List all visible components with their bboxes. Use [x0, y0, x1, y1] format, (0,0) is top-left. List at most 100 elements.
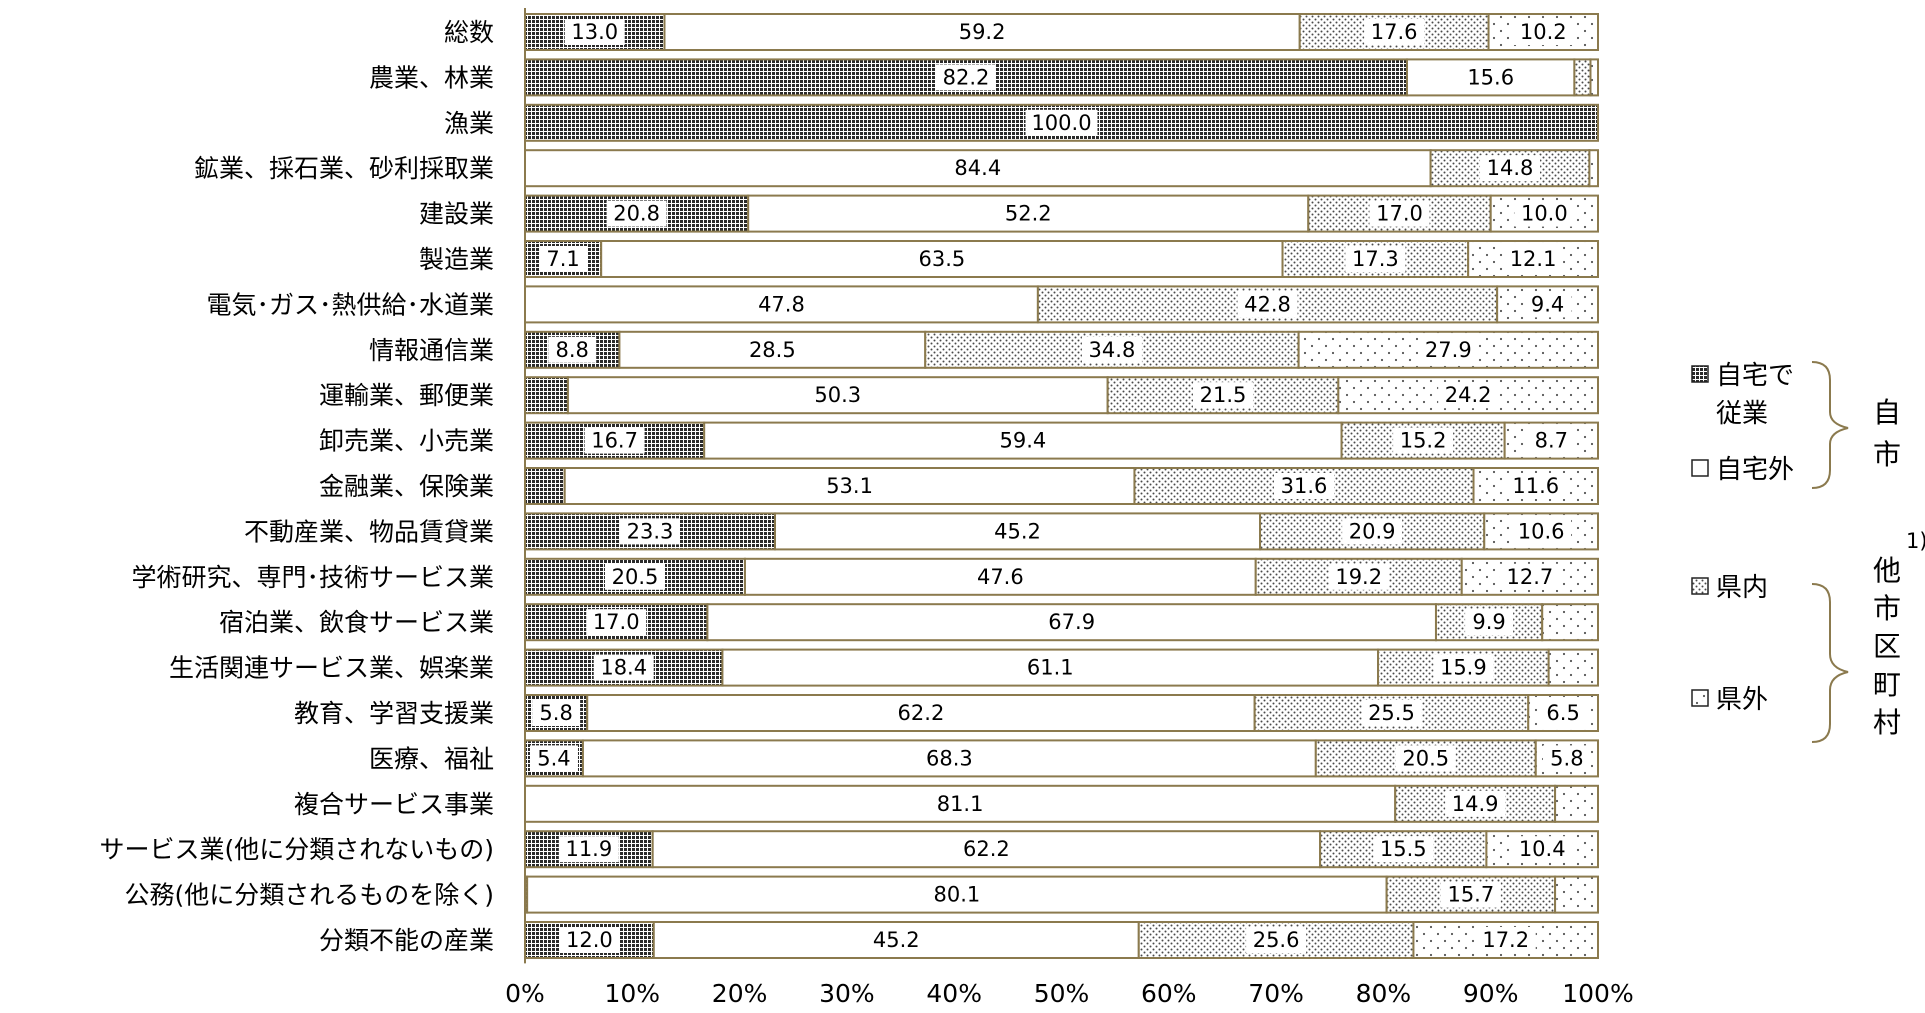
- data-label: 10.6: [1518, 519, 1565, 543]
- data-label: 47.8: [758, 292, 805, 316]
- data-label: 8.7: [1535, 429, 1568, 453]
- data-label-background: [1020, 654, 1081, 681]
- data-label: 20.8: [613, 202, 660, 226]
- data-label-background: [1539, 700, 1588, 726]
- data-label: 50.3: [814, 383, 861, 407]
- data-label: 34.8: [1089, 338, 1136, 362]
- data-label-background: [593, 654, 654, 681]
- data-label-background: [1438, 382, 1499, 409]
- data-label-background: [807, 382, 868, 409]
- data-label-background: [1465, 609, 1514, 636]
- data-label-background: [1364, 19, 1425, 45]
- legend-swatch: [1691, 577, 1709, 595]
- data-label-background: [1480, 155, 1541, 182]
- bars: 13.0 59.2 17.6 10.2 82.2 15.6 100.0 84.4 14.8 20.…: [524, 13, 1600, 959]
- data-label: 68.3: [926, 746, 973, 770]
- bar-segment: [1588, 149, 1600, 188]
- bar-segment: [1589, 58, 1600, 97]
- x-tick-label: 80%: [1356, 979, 1412, 1008]
- category-label: 分類不能の産業: [319, 926, 494, 955]
- data-label-background: [751, 291, 812, 318]
- bar-segment: [1573, 58, 1592, 97]
- x-tick-label: 50%: [1034, 979, 1090, 1008]
- x-tick-label: 40%: [926, 979, 982, 1008]
- category-label: 公務(他に分類されるものを除く): [124, 881, 494, 910]
- x-tick-label: 0%: [505, 979, 545, 1008]
- category-label: 医療、福祉: [369, 744, 494, 773]
- data-label: 5.8: [539, 701, 572, 725]
- bar-segment: [1554, 784, 1599, 823]
- data-label: 53.1: [826, 474, 873, 498]
- data-label: 59.2: [959, 20, 1006, 44]
- data-label-background: [742, 336, 803, 363]
- data-label-background: [1342, 518, 1403, 545]
- category-label: 漁業: [444, 109, 494, 138]
- data-label-background: [1523, 291, 1572, 318]
- data-label: 9.4: [1531, 292, 1564, 316]
- data-label: 8.8: [556, 338, 589, 362]
- data-label-background: [970, 563, 1031, 590]
- data-label-background: [1081, 336, 1142, 363]
- category-label: 教育、学習支援業: [294, 699, 494, 728]
- data-label-background: [956, 836, 1017, 863]
- x-tick-label: 70%: [1248, 979, 1304, 1008]
- category-label: 建設業: [419, 200, 494, 229]
- data-label-background: [532, 700, 581, 726]
- data-label: 80.1: [933, 883, 980, 907]
- legend-group-label: 区: [1873, 630, 1901, 663]
- data-label: 5.8: [1550, 746, 1583, 770]
- x-axis: 0% 10% 20% 30% 40% 50% 60% 70% 80% 90% 100%: [505, 8, 1634, 1008]
- data-label-background: [564, 19, 625, 45]
- data-label: 20.9: [1349, 519, 1396, 543]
- legend-bracket: [1811, 583, 1849, 743]
- category-label: 農業、林業: [369, 63, 494, 92]
- data-label: 10.2: [1520, 20, 1567, 44]
- data-label-background: [1369, 200, 1430, 227]
- legend-label: 従業: [1716, 399, 1768, 429]
- data-label: 10.0: [1521, 202, 1568, 226]
- data-label-background: [919, 745, 980, 772]
- data-label-background: [1433, 654, 1494, 681]
- data-label-background: [1513, 19, 1574, 45]
- category-label: 情報通信業: [369, 336, 494, 365]
- data-label: 28.5: [749, 338, 796, 362]
- data-label: 7.1: [546, 247, 579, 271]
- data-label: 10.4: [1519, 837, 1566, 861]
- data-label: 20.5: [1402, 746, 1449, 770]
- data-label: 17.2: [1482, 928, 1529, 952]
- data-label: 18.4: [600, 656, 647, 680]
- legend-label: 自宅外: [1716, 455, 1794, 485]
- data-label: 67.9: [1048, 610, 1095, 634]
- data-label: 52.2: [1005, 202, 1052, 226]
- data-label: 15.5: [1380, 837, 1427, 861]
- data-label: 17.3: [1352, 247, 1399, 271]
- data-label-background: [1445, 790, 1506, 817]
- x-tick-label: 10%: [605, 979, 661, 1008]
- data-label-background: [936, 64, 997, 91]
- data-label-background: [1192, 382, 1253, 409]
- legend-group-label: 町: [1873, 668, 1901, 701]
- data-label-background: [1345, 246, 1406, 272]
- legend-label: 自宅で: [1716, 361, 1794, 391]
- bar-segment: [1547, 648, 1599, 687]
- data-label: 17.0: [1376, 202, 1423, 226]
- data-label-background: [586, 609, 647, 636]
- data-label: 25.6: [1253, 928, 1300, 952]
- data-label: 13.0: [571, 20, 618, 44]
- x-tick-label: 90%: [1463, 979, 1519, 1008]
- data-label: 47.6: [977, 565, 1024, 589]
- data-label: 15.9: [1440, 656, 1487, 680]
- legend-group-label: 市: [1873, 592, 1901, 625]
- x-tick-label: 60%: [1141, 979, 1197, 1008]
- data-label-background: [1503, 246, 1564, 272]
- data-label-background: [529, 745, 578, 772]
- data-label: 12.0: [566, 928, 613, 952]
- bar-segment: [524, 376, 569, 415]
- category-labels: 総数農業、林業漁業鉱業、採石業、砂利採取業建設業製造業電気･ガス･熱供給･水道業…: [99, 18, 494, 955]
- data-label-background: [558, 836, 619, 863]
- data-label: 15.7: [1447, 883, 1494, 907]
- data-label: 15.2: [1400, 429, 1447, 453]
- data-label: 17.0: [593, 610, 640, 634]
